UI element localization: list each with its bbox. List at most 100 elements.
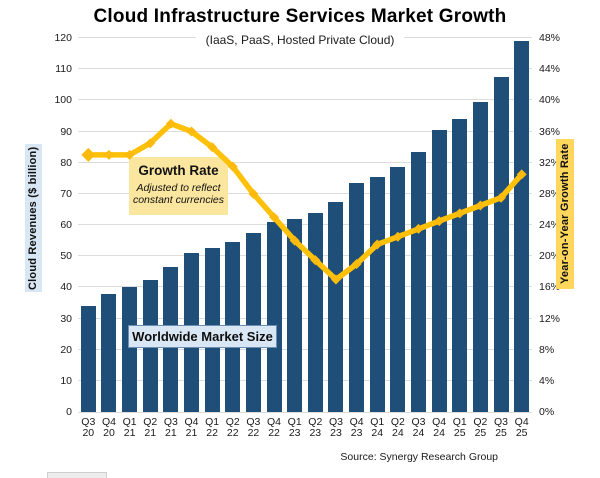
right-axis-tick-24: 24% — [539, 219, 561, 231]
bar-Q4-25 — [514, 41, 530, 412]
gridline-100 — [78, 99, 532, 101]
x-axis-tick-Q2-22: Q2 22 — [225, 416, 240, 439]
source-text: Source: Synergy Research Group — [340, 451, 498, 463]
growth-rate-marker-Q1-22 — [207, 142, 218, 153]
growth-rate-marker-Q1-21 — [124, 149, 135, 160]
growth-rate-marker-Q4-25 — [516, 169, 527, 180]
market-size-annotation: Worldwide Market Size — [128, 325, 277, 348]
growth-rate-marker-Q3-20 — [81, 147, 96, 162]
bar-Q4-23 — [349, 182, 365, 412]
gridline-20 — [78, 348, 532, 350]
x-axis-tick-Q4-20: Q4 20 — [101, 416, 116, 439]
growth-rate-annotation-label: Growth Rate — [138, 163, 219, 178]
right-axis-tick-36: 36% — [539, 125, 561, 138]
x-axis-tick-Q1-24: Q1 24 — [370, 416, 385, 439]
bar-Q4-20 — [101, 293, 117, 412]
gridline-90 — [78, 130, 532, 132]
gridline-10 — [78, 379, 532, 381]
x-axis-tick-Q3-24: Q3 24 — [411, 416, 426, 439]
x-axis-tick-Q1-22: Q1 22 — [205, 416, 220, 439]
bar-Q3-25 — [493, 76, 509, 412]
x-axis-tick-Q2-21: Q2 21 — [143, 416, 158, 439]
left-axis-tick-20: 20 — [60, 343, 72, 356]
x-axis-tick-Q2-24: Q2 24 — [390, 416, 405, 439]
left-axis-tick-50: 50 — [60, 250, 72, 263]
right-axis-tick-48: 48% — [539, 32, 561, 44]
left-axis-tick-90: 90 — [60, 125, 72, 138]
left-axis-title: Cloud Revenues ($ billion) — [25, 144, 42, 292]
right-axis-tick-44: 44% — [539, 63, 561, 76]
growth-rate-marker-Q2-21 — [145, 138, 156, 149]
growth-rate-marker-Q2-22 — [227, 161, 238, 172]
growth-rate-marker-Q4-21 — [186, 126, 197, 137]
x-axis-tick-Q3-22: Q3 22 — [246, 416, 261, 439]
left-axis-tick-0: 0 — [66, 406, 72, 418]
bar-Q3-22 — [245, 232, 261, 412]
x-axis-tick-Q1-23: Q1 23 — [287, 416, 302, 439]
growth-rate-line — [85, 120, 525, 283]
right-axis-tick-8: 8% — [539, 343, 555, 356]
bar-Q3-23 — [328, 201, 344, 412]
right-axis-tick-4: 4% — [539, 374, 555, 387]
x-axis-tick-Q2-25: Q2 25 — [473, 416, 488, 439]
right-axis-tick-16: 16% — [539, 281, 561, 294]
chart-subtitle-wrap: (IaaS, PaaS, Hosted Private Cloud) — [0, 31, 600, 49]
bar-Q3-24 — [410, 151, 426, 412]
x-axis-tick-Q2-23: Q2 23 — [308, 416, 323, 439]
growth-rate-marker-Q4-20 — [103, 149, 114, 160]
growth-rate-marker-Q4-24 — [434, 216, 445, 227]
gridline-50 — [78, 255, 532, 257]
bar-Q1-24 — [369, 176, 385, 412]
left-axis-tick-80: 80 — [60, 156, 72, 169]
gridline-70 — [78, 192, 532, 194]
growth-rate-marker-Q3-24 — [413, 223, 424, 234]
growth-rate-marker-Q2-24 — [392, 231, 403, 242]
left-axis-tick-30: 30 — [60, 312, 72, 325]
growth-rate-marker-Q3-21 — [165, 118, 176, 129]
left-axis-tick-40: 40 — [60, 281, 72, 294]
growth-rate-annotation-note: Adjusted to reflect constant currencies — [132, 182, 225, 207]
gridline-60 — [78, 224, 532, 225]
x-axis-tick-Q3-23: Q3 23 — [328, 416, 343, 439]
growth-rate-line-layer — [81, 118, 527, 285]
x-axis-tick-Q4-23: Q4 23 — [349, 416, 364, 439]
growth-rate-marker-Q1-23 — [289, 235, 300, 246]
bar-Q4-22 — [266, 221, 282, 412]
left-axis-tick-100: 100 — [54, 94, 72, 107]
gridline-0 — [78, 412, 532, 413]
x-axis-tick-Q1-25: Q1 25 — [452, 416, 467, 439]
growth-rate-marker-Q4-22 — [269, 212, 280, 223]
gridline-30 — [78, 317, 532, 319]
growth-rate-marker-Q2-23 — [310, 255, 321, 266]
bar-Q2-24 — [390, 167, 406, 412]
x-axis-tick-Q4-25: Q4 25 — [514, 416, 529, 439]
right-axis-tick-20: 20% — [539, 250, 561, 263]
left-axis-tick-110: 110 — [55, 63, 72, 76]
left-axis-tick-70: 70 — [60, 187, 72, 200]
growth-rate-annotation: Growth Rate Adjusted to reflect constant… — [129, 157, 228, 215]
right-axis-tick-40: 40% — [539, 94, 561, 107]
right-axis-tick-12: 12% — [539, 312, 561, 325]
bar-Q4-24 — [431, 129, 447, 412]
bar-Q1-23 — [287, 218, 303, 412]
growth-rate-marker-Q3-22 — [248, 188, 259, 199]
right-axis-tick-28: 28% — [539, 187, 561, 200]
left-axis-tick-120: 120 — [54, 32, 72, 44]
left-axis-tick-10: 10 — [60, 374, 72, 387]
gridline-80 — [78, 161, 532, 163]
growth-rate-marker-Q4-23 — [351, 258, 362, 269]
gridline-110 — [78, 68, 532, 70]
growth-rate-marker-Q1-24 — [372, 239, 383, 250]
chart-title: Cloud Infrastructure Services Market Gro… — [93, 6, 507, 27]
plot-area — [78, 37, 532, 413]
cropped-logo-fragment — [47, 472, 107, 478]
x-axis-tick-Q3-20: Q3 20 — [81, 416, 96, 439]
left-axis-tick-60: 60 — [60, 219, 72, 231]
x-axis-tick-Q1-21: Q1 21 — [122, 416, 137, 439]
x-axis-tick-Q4-21: Q4 21 — [184, 416, 199, 439]
x-axis-tick-Q3-25: Q3 25 — [494, 416, 509, 439]
growth-rate-marker-Q1-25 — [454, 208, 465, 219]
bar-Q2-25 — [472, 101, 488, 412]
bar-Q1-25 — [452, 119, 468, 412]
